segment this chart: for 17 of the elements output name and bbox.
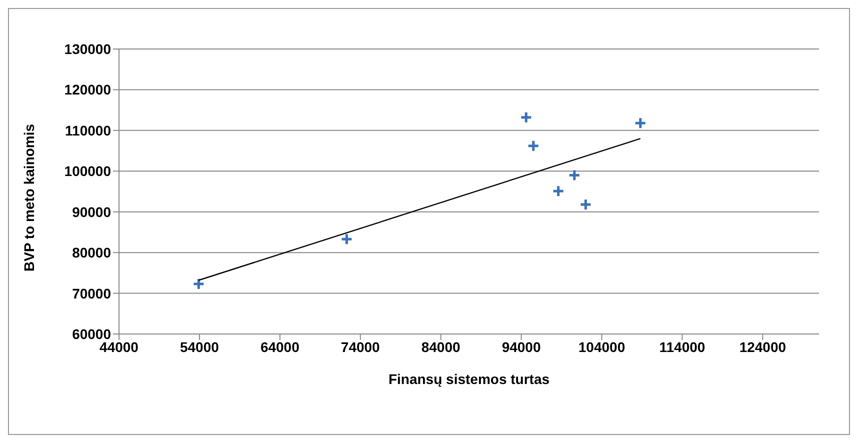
- x-tick-label: 64000: [260, 338, 300, 355]
- x-tick-label: 74000: [340, 338, 380, 355]
- x-tick-label: 54000: [180, 338, 220, 355]
- y-tick-label: 110000: [65, 122, 112, 138]
- x-tick-label: 114000: [659, 338, 706, 355]
- y-axis-title: BVP to meto kainomis: [20, 124, 37, 272]
- x-tick-label: 104000: [578, 338, 626, 355]
- y-tick-label: 90000: [72, 204, 112, 220]
- y-tick-label: 80000: [72, 244, 112, 261]
- y-tick-label: 100000: [64, 163, 112, 180]
- x-tick-label: 94000: [502, 338, 541, 355]
- x-axis-title: Finansų sistemos turtas: [388, 371, 550, 387]
- x-tick-label: 124000: [739, 338, 786, 355]
- x-tick-label: 84000: [421, 338, 461, 355]
- y-tick-label: 120000: [64, 82, 112, 98]
- y-tick-label: 70000: [72, 285, 112, 302]
- y-tick-label: 130000: [64, 40, 112, 57]
